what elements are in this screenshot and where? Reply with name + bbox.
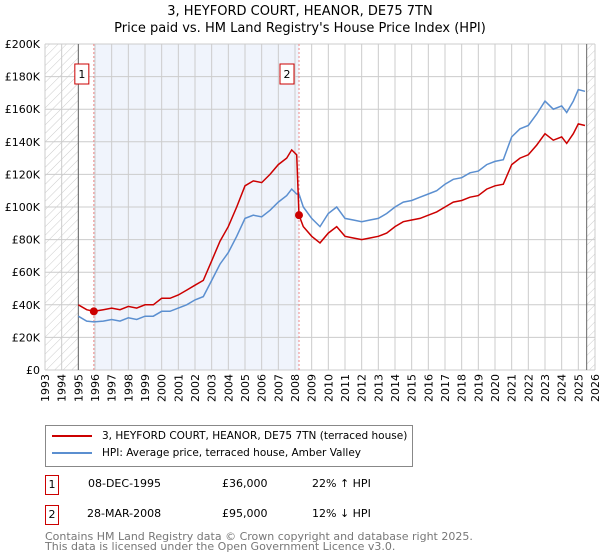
sale-row-2: 2 28-MAR-2008 £95,000 12% ↓ HPI bbox=[45, 505, 600, 525]
sale-hpi-diff: 22% ↑ HPI bbox=[312, 477, 371, 490]
x-tick-label: 2024 bbox=[556, 374, 569, 402]
sale-label: 2 bbox=[284, 68, 291, 81]
x-tick-label: 2022 bbox=[522, 374, 535, 402]
y-tick-label: £80K bbox=[12, 234, 41, 247]
x-tick-label: 2004 bbox=[222, 374, 235, 402]
legend-label-hpi: HPI: Average price, terraced house, Ambe… bbox=[102, 447, 361, 459]
y-tick-label: £200K bbox=[5, 38, 41, 51]
x-tick-label: 1994 bbox=[56, 374, 69, 402]
chart-title: 3, HEYFORD COURT, HEANOR, DE75 7TN bbox=[167, 4, 433, 19]
footer-licence: This data is licensed under the Open Gov… bbox=[45, 540, 396, 553]
x-tick-label: 2012 bbox=[356, 374, 369, 402]
x-tick-label: 2002 bbox=[189, 374, 202, 402]
y-tick-label: £160K bbox=[5, 103, 41, 116]
y-tick-label: £180K bbox=[5, 71, 41, 84]
x-tick-label: 2020 bbox=[489, 374, 502, 402]
price-chart: 1 2 1993 1994 1995 1996 1997 1998 1999 2000 2001 20… bbox=[5, 38, 600, 402]
sale-row-1: 1 08-DEC-1995 £36,000 22% ↑ HPI bbox=[45, 475, 600, 495]
x-tick-label: 1997 bbox=[106, 374, 119, 402]
x-tick-label: 2009 bbox=[306, 374, 319, 402]
x-tick-label: 1998 bbox=[122, 374, 135, 402]
x-tick-label: 2007 bbox=[272, 374, 285, 402]
sale-hpi-diff: 12% ↓ HPI bbox=[312, 507, 371, 520]
sale-label-box bbox=[74, 63, 90, 85]
sale-date: 28-MAR-2008 bbox=[87, 507, 162, 520]
x-tick-label: 2013 bbox=[372, 374, 385, 402]
x-tick-label: 1996 bbox=[89, 374, 102, 402]
legend: 3, HEYFORD COURT, HEANOR, DE75 7TN (terr… bbox=[45, 425, 413, 467]
chart-subtitle: Price paid vs. HM Land Registry's House … bbox=[114, 21, 486, 36]
x-tick-label: 1995 bbox=[72, 374, 85, 402]
x-tick-label: 2023 bbox=[539, 374, 552, 402]
series-line bbox=[77, 123, 586, 313]
x-tick-label: 2018 bbox=[456, 374, 469, 402]
x-tick-label: 2015 bbox=[406, 374, 419, 402]
x-tick-label: 2014 bbox=[389, 374, 402, 402]
legend-swatch-red bbox=[52, 435, 92, 437]
footer-copyright: Contains HM Land Registry data © Crown c… bbox=[45, 530, 473, 543]
sale-date: 08-DEC-1995 bbox=[88, 477, 162, 490]
x-tick-label: 2026 bbox=[589, 374, 600, 402]
sale-price: £36,000 bbox=[222, 477, 268, 490]
sale-point bbox=[295, 211, 303, 220]
legend-swatch-blue bbox=[52, 452, 92, 454]
sale-badge: 2 bbox=[45, 505, 59, 525]
x-tick-label: 1993 bbox=[39, 374, 52, 402]
y-tick-label: £40K bbox=[12, 299, 41, 312]
x-tick-label: 2010 bbox=[322, 374, 335, 402]
y-tick-label: £100K bbox=[5, 201, 41, 214]
x-tick-label: 2000 bbox=[156, 374, 169, 402]
x-tick-label: 2011 bbox=[339, 374, 352, 402]
x-tick-label: 2021 bbox=[506, 374, 519, 402]
y-tick-label: £20K bbox=[12, 331, 41, 344]
sale-label-box bbox=[279, 63, 295, 85]
x-tick-label: 2016 bbox=[422, 374, 435, 402]
x-tick-label: 2019 bbox=[472, 374, 485, 402]
legend-label-property: 3, HEYFORD COURT, HEANOR, DE75 7TN (terr… bbox=[102, 430, 408, 442]
sale-label: 1 bbox=[78, 68, 85, 81]
sale-price: £95,000 bbox=[222, 507, 268, 520]
y-tick-label: £140K bbox=[5, 136, 41, 149]
legend-item-property: 3, HEYFORD COURT, HEANOR, DE75 7TN (terr… bbox=[52, 430, 407, 442]
legend-item-hpi: HPI: Average price, terraced house, Ambe… bbox=[52, 447, 361, 459]
sale-point bbox=[89, 307, 98, 316]
x-tick-label: 1999 bbox=[139, 374, 152, 402]
y-tick-label: £60K bbox=[12, 266, 41, 279]
x-tick-label: 2003 bbox=[206, 374, 219, 402]
x-tick-label: 2008 bbox=[289, 374, 302, 402]
series-line bbox=[77, 88, 586, 323]
x-tick-label: 2025 bbox=[572, 374, 585, 402]
footer: Contains HM Land Registry data © Crown c… bbox=[45, 530, 473, 553]
x-tick-label: 2005 bbox=[239, 374, 252, 402]
sale-badge: 1 bbox=[45, 475, 59, 495]
y-tick-label: £0 bbox=[26, 364, 40, 377]
x-tick-label: 2001 bbox=[172, 374, 185, 402]
x-tick-label: 2006 bbox=[256, 374, 269, 402]
y-tick-label: £120K bbox=[5, 168, 41, 181]
x-tick-label: 2017 bbox=[439, 374, 452, 402]
